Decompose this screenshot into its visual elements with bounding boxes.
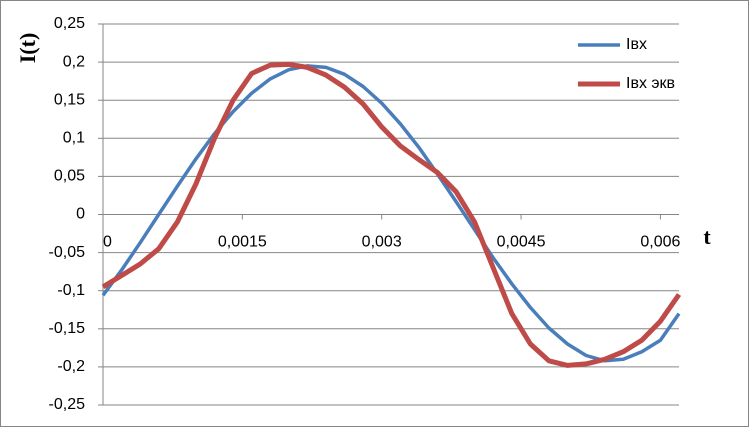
y-tick-label: 0 (76, 206, 85, 223)
y-tick-label: 0,1 (63, 130, 85, 147)
legend-label: Iвх экв (626, 75, 675, 92)
y-tick-label: -0,15 (49, 320, 86, 337)
series-line (101, 64, 681, 363)
y-tick-label: 0,25 (54, 15, 85, 32)
y-tick-label: -0,25 (49, 396, 86, 413)
x-tick-label: 0,0015 (218, 234, 267, 251)
x-tick-label: 0 (103, 234, 112, 251)
y-axis-title: I(t) (15, 33, 40, 64)
x-tick-label: 0,006 (640, 234, 680, 251)
x-tick-label: 0,0045 (497, 234, 546, 251)
y-tick-label: 0,2 (63, 53, 85, 70)
x-axis-title: t (703, 224, 711, 249)
y-tick-label: 0,05 (54, 168, 85, 185)
legend-label: Iвх (626, 36, 647, 53)
y-tick-label: -0,05 (49, 244, 86, 261)
series-line (101, 61, 682, 368)
x-tick-label: 0,003 (362, 234, 402, 251)
y-tick-label: 0,15 (54, 91, 85, 108)
y-tick-label: -0,2 (57, 358, 85, 375)
y-tick-label: -0,1 (57, 282, 85, 299)
